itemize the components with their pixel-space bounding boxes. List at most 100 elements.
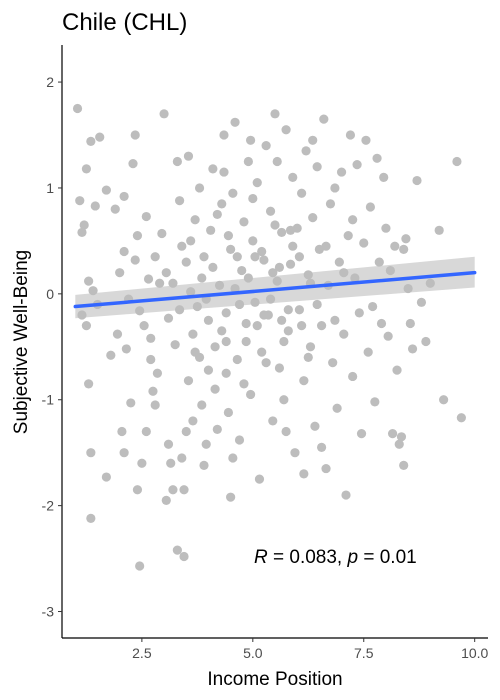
data-point bbox=[183, 151, 194, 161]
data-point bbox=[141, 211, 151, 222]
data-point bbox=[135, 306, 145, 316]
data-point bbox=[188, 416, 198, 426]
data-point bbox=[387, 429, 398, 439]
data-point bbox=[237, 265, 247, 276]
data-point bbox=[403, 283, 413, 294]
data-point bbox=[214, 280, 225, 290]
y-tick-label: 0 bbox=[46, 286, 54, 302]
data-point bbox=[230, 117, 240, 127]
data-point bbox=[399, 460, 409, 470]
data-point bbox=[79, 220, 89, 230]
data-point bbox=[392, 365, 402, 375]
data-point bbox=[270, 109, 280, 119]
data-point bbox=[332, 403, 342, 413]
data-point bbox=[88, 286, 98, 296]
data-point bbox=[252, 321, 262, 331]
r-symbol: R bbox=[254, 547, 268, 568]
data-point bbox=[221, 308, 231, 318]
data-point bbox=[308, 135, 318, 145]
data-point bbox=[290, 448, 300, 458]
data-point bbox=[299, 376, 309, 386]
data-point bbox=[270, 220, 280, 230]
data-point bbox=[281, 426, 291, 437]
data-point bbox=[115, 268, 125, 278]
data-point bbox=[394, 439, 404, 449]
data-point bbox=[283, 326, 293, 336]
data-point bbox=[86, 513, 96, 523]
data-point bbox=[265, 294, 276, 304]
data-point bbox=[219, 167, 229, 177]
chart-title: Chile (CHL) bbox=[62, 9, 187, 36]
data-point bbox=[177, 453, 187, 463]
data-point bbox=[190, 215, 200, 225]
data-point bbox=[172, 545, 182, 555]
data-point bbox=[106, 350, 116, 360]
data-point bbox=[259, 255, 269, 265]
data-point bbox=[117, 426, 127, 437]
data-point bbox=[132, 231, 143, 241]
data-point bbox=[334, 257, 344, 267]
data-point bbox=[161, 495, 171, 505]
data-point bbox=[321, 241, 331, 251]
data-point bbox=[416, 297, 427, 307]
data-point bbox=[303, 352, 313, 362]
data-point bbox=[297, 188, 307, 198]
regression-line bbox=[73, 270, 477, 309]
data-point bbox=[228, 188, 238, 198]
confidence-band bbox=[75, 256, 475, 319]
data-point bbox=[350, 273, 360, 283]
data-point bbox=[157, 228, 167, 239]
data-point bbox=[141, 426, 151, 437]
data-point bbox=[405, 318, 415, 329]
data-point bbox=[325, 199, 336, 209]
x-tick-label: 5.0 bbox=[243, 645, 263, 661]
data-point bbox=[396, 432, 407, 442]
data-point bbox=[412, 175, 422, 186]
data-point bbox=[272, 276, 282, 286]
data-point bbox=[212, 424, 222, 434]
data-point bbox=[146, 354, 156, 365]
data-point bbox=[210, 384, 220, 394]
data-point bbox=[234, 435, 245, 445]
data-point bbox=[197, 273, 207, 283]
data-point bbox=[330, 315, 340, 325]
data-point bbox=[188, 329, 198, 339]
data-point bbox=[161, 268, 171, 278]
data-point bbox=[312, 162, 322, 172]
data-point bbox=[119, 246, 129, 257]
r-value-text: = 0.083, bbox=[268, 547, 348, 568]
data-point bbox=[132, 485, 143, 495]
data-point bbox=[150, 400, 160, 410]
data-point bbox=[268, 416, 278, 426]
data-point bbox=[77, 310, 87, 320]
data-point bbox=[288, 172, 298, 182]
data-point bbox=[143, 274, 154, 284]
data-point bbox=[257, 347, 267, 357]
y-tick-label: -3 bbox=[42, 604, 55, 620]
data-point bbox=[439, 395, 449, 405]
data-point bbox=[297, 321, 307, 331]
data-point bbox=[119, 448, 129, 458]
data-point bbox=[152, 368, 163, 378]
data-point bbox=[232, 354, 242, 365]
data-point bbox=[354, 308, 364, 318]
data-point bbox=[128, 159, 138, 169]
data-point bbox=[155, 278, 165, 288]
data-point bbox=[212, 209, 222, 220]
data-point bbox=[274, 262, 285, 272]
data-point bbox=[316, 442, 327, 452]
data-point bbox=[226, 244, 236, 254]
data-point bbox=[257, 246, 267, 257]
data-point bbox=[223, 231, 234, 241]
data-point bbox=[345, 130, 356, 140]
data-point bbox=[250, 252, 260, 262]
data-point bbox=[77, 227, 87, 238]
data-point bbox=[226, 492, 236, 502]
data-point bbox=[199, 252, 209, 262]
data-point bbox=[130, 130, 140, 140]
data-point bbox=[203, 365, 214, 375]
data-point bbox=[372, 153, 382, 163]
data-point bbox=[163, 313, 174, 323]
data-point bbox=[72, 103, 83, 114]
data-point bbox=[168, 485, 178, 495]
